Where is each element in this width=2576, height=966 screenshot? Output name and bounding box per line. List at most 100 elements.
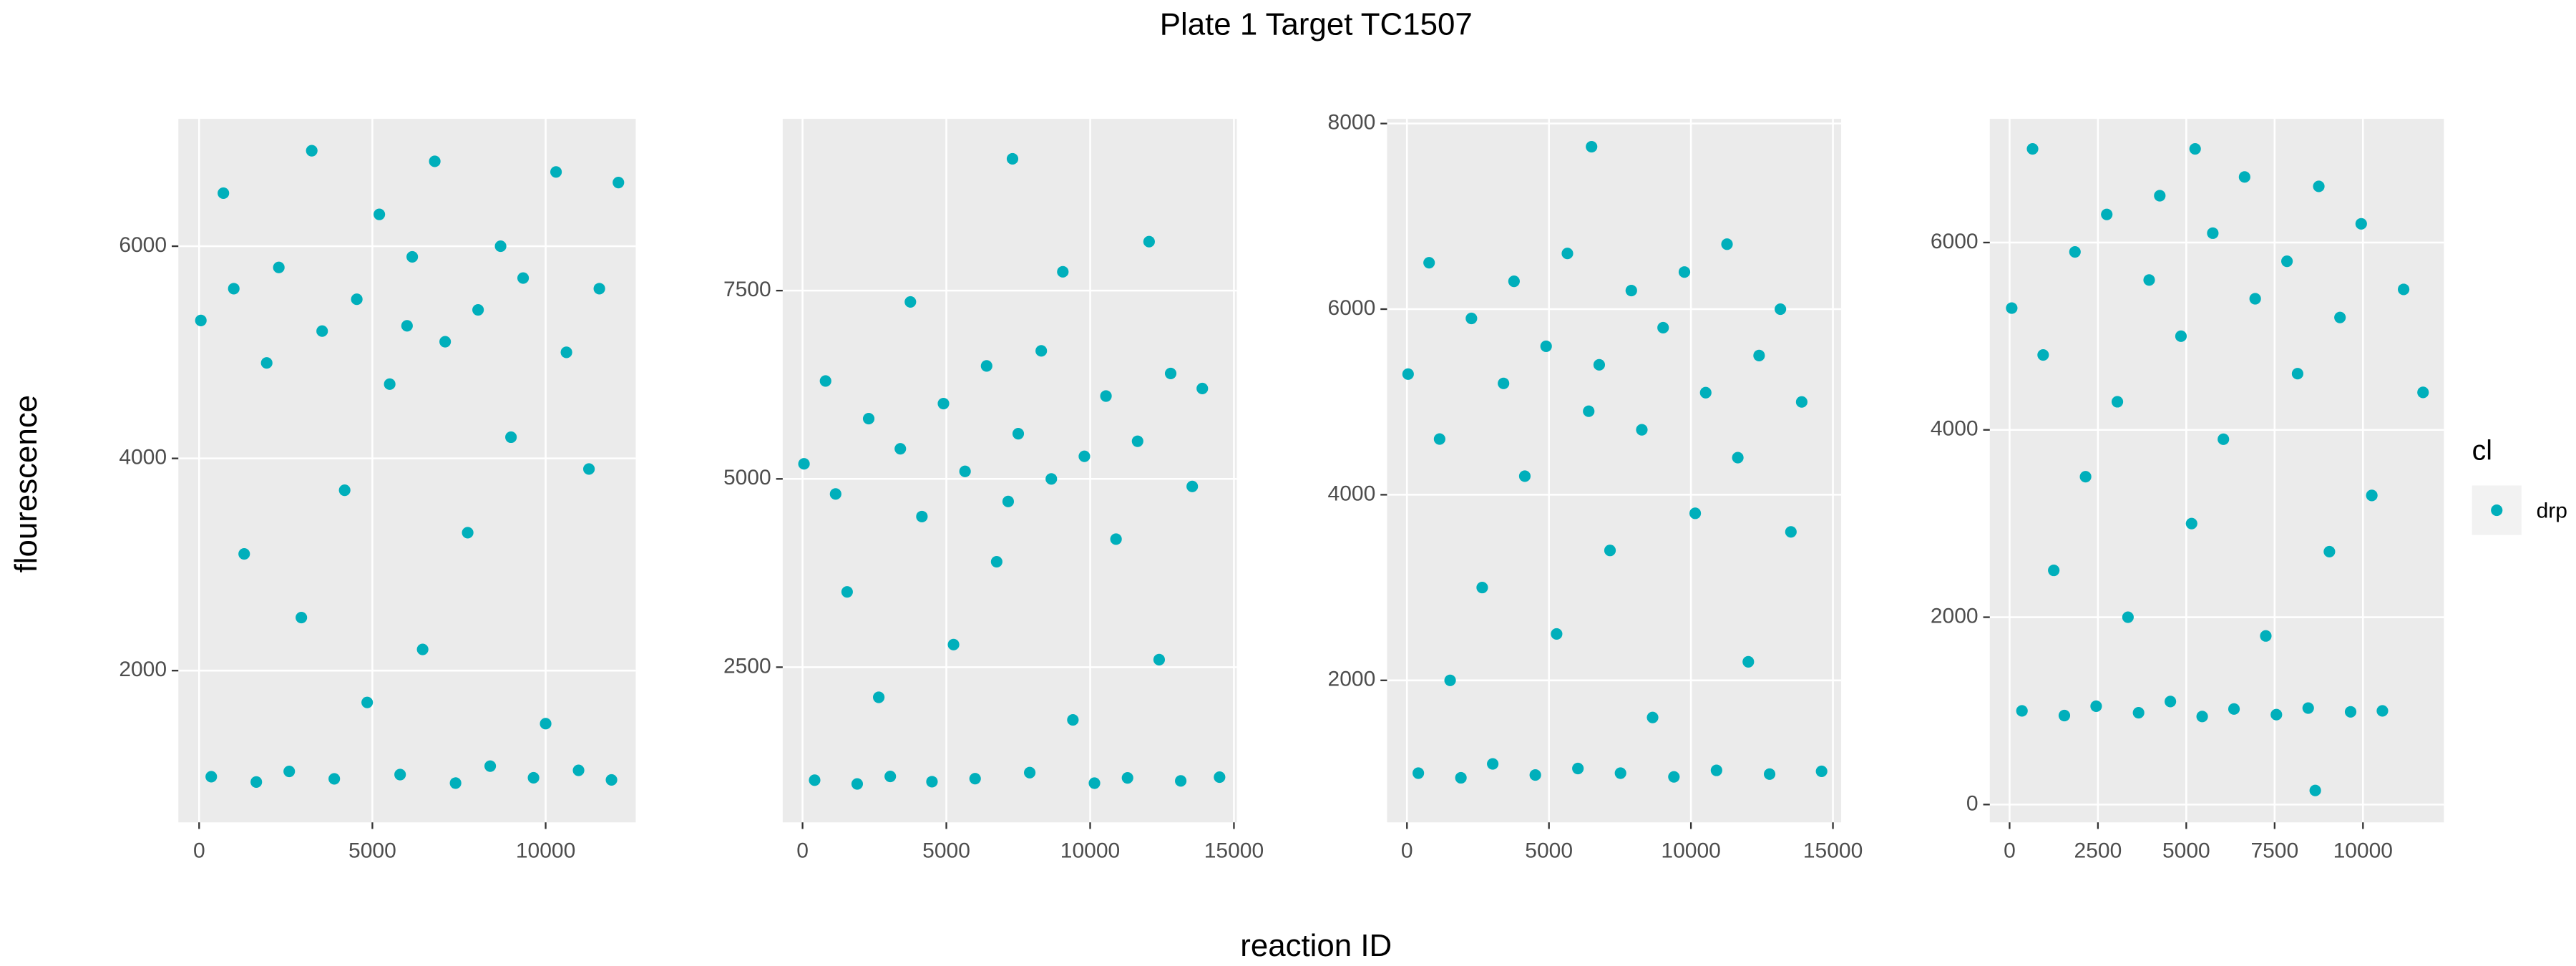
point: [1110, 533, 1122, 545]
point: [969, 773, 981, 785]
point: [2334, 311, 2346, 323]
point: [2313, 180, 2325, 192]
plot-background: [178, 119, 636, 823]
point: [228, 283, 240, 295]
point: [1678, 266, 1691, 278]
point: [1402, 368, 1414, 380]
point: [1625, 285, 1637, 297]
point: [2154, 190, 2166, 202]
y-tick-label: 8000: [1328, 111, 1376, 135]
x-tick-label: 0: [796, 839, 809, 863]
point: [1689, 507, 1702, 519]
point: [819, 375, 831, 387]
point: [2026, 142, 2039, 155]
plot-background: [1387, 119, 1842, 823]
point: [2355, 218, 2367, 230]
point: [862, 412, 875, 425]
point: [1002, 495, 1015, 507]
point: [1586, 140, 1598, 153]
point: [2069, 245, 2081, 258]
point: [250, 776, 263, 788]
point: [1498, 377, 1510, 389]
point: [904, 296, 917, 308]
point: [550, 166, 562, 178]
point: [2143, 274, 2155, 286]
point: [1508, 275, 1520, 288]
x-tick-label: 0: [1401, 839, 1413, 863]
point: [605, 774, 618, 786]
point: [351, 293, 363, 306]
point: [2238, 171, 2250, 183]
point: [2189, 142, 2201, 155]
point: [1732, 452, 1744, 464]
point: [2048, 565, 2060, 577]
point: [560, 346, 572, 358]
point: [2037, 348, 2049, 361]
point: [1710, 764, 1722, 776]
point: [613, 177, 625, 189]
point: [1583, 405, 1595, 417]
point: [1465, 312, 1478, 325]
plot-background: [1989, 119, 2444, 823]
point: [873, 691, 885, 703]
point: [1529, 769, 1541, 781]
point: [1088, 777, 1101, 789]
x-tick-label: 15000: [1204, 839, 1264, 863]
point: [926, 776, 938, 788]
point: [937, 397, 950, 410]
point: [1214, 771, 1226, 784]
point: [1444, 674, 1456, 686]
point: [2218, 433, 2230, 445]
point: [1423, 257, 1435, 269]
y-tick-label: 4000: [1328, 482, 1376, 505]
point: [2366, 489, 2378, 502]
point: [1668, 771, 1680, 783]
point: [328, 773, 341, 785]
x-tick-label: 5000: [922, 839, 970, 863]
point: [2291, 368, 2304, 380]
point: [1121, 772, 1133, 784]
x-tick-label: 10000: [1661, 839, 1720, 863]
point: [2165, 696, 2177, 708]
point: [439, 336, 452, 348]
point: [1413, 767, 1425, 779]
point: [429, 155, 441, 167]
point: [841, 586, 853, 598]
point: [2196, 711, 2208, 723]
point: [449, 777, 462, 789]
point: [2270, 708, 2283, 721]
point: [1604, 545, 1616, 557]
chart-title: Plate 1 Target TC1507: [1160, 7, 1473, 42]
y-tick-label: 6000: [1931, 230, 1979, 253]
point: [1067, 714, 1079, 726]
panel: 2500 5000 7500 0 5000 10000 15000: [723, 119, 1264, 863]
point: [851, 778, 864, 790]
point: [472, 303, 484, 316]
legend-key: [2491, 504, 2503, 517]
point: [1593, 358, 1606, 371]
y-tick-label: 2500: [723, 654, 771, 678]
point: [2111, 396, 2124, 408]
point: [1143, 235, 1155, 248]
point: [505, 431, 517, 444]
point: [990, 555, 1002, 568]
point: [2090, 700, 2102, 712]
point: [2006, 302, 2018, 314]
point: [338, 484, 351, 497]
point: [1785, 526, 1797, 538]
point: [540, 718, 552, 730]
point: [1012, 428, 1025, 440]
point: [401, 320, 413, 332]
point: [2185, 517, 2197, 530]
point: [1024, 766, 1036, 779]
point: [1035, 345, 1048, 357]
y-tick-label: 2000: [1931, 604, 1979, 628]
point: [1775, 303, 1787, 316]
point: [572, 764, 585, 776]
point: [1006, 152, 1019, 165]
point: [238, 548, 250, 560]
point: [829, 488, 841, 500]
point: [394, 769, 406, 781]
y-axis-label: flourescence: [9, 395, 44, 573]
